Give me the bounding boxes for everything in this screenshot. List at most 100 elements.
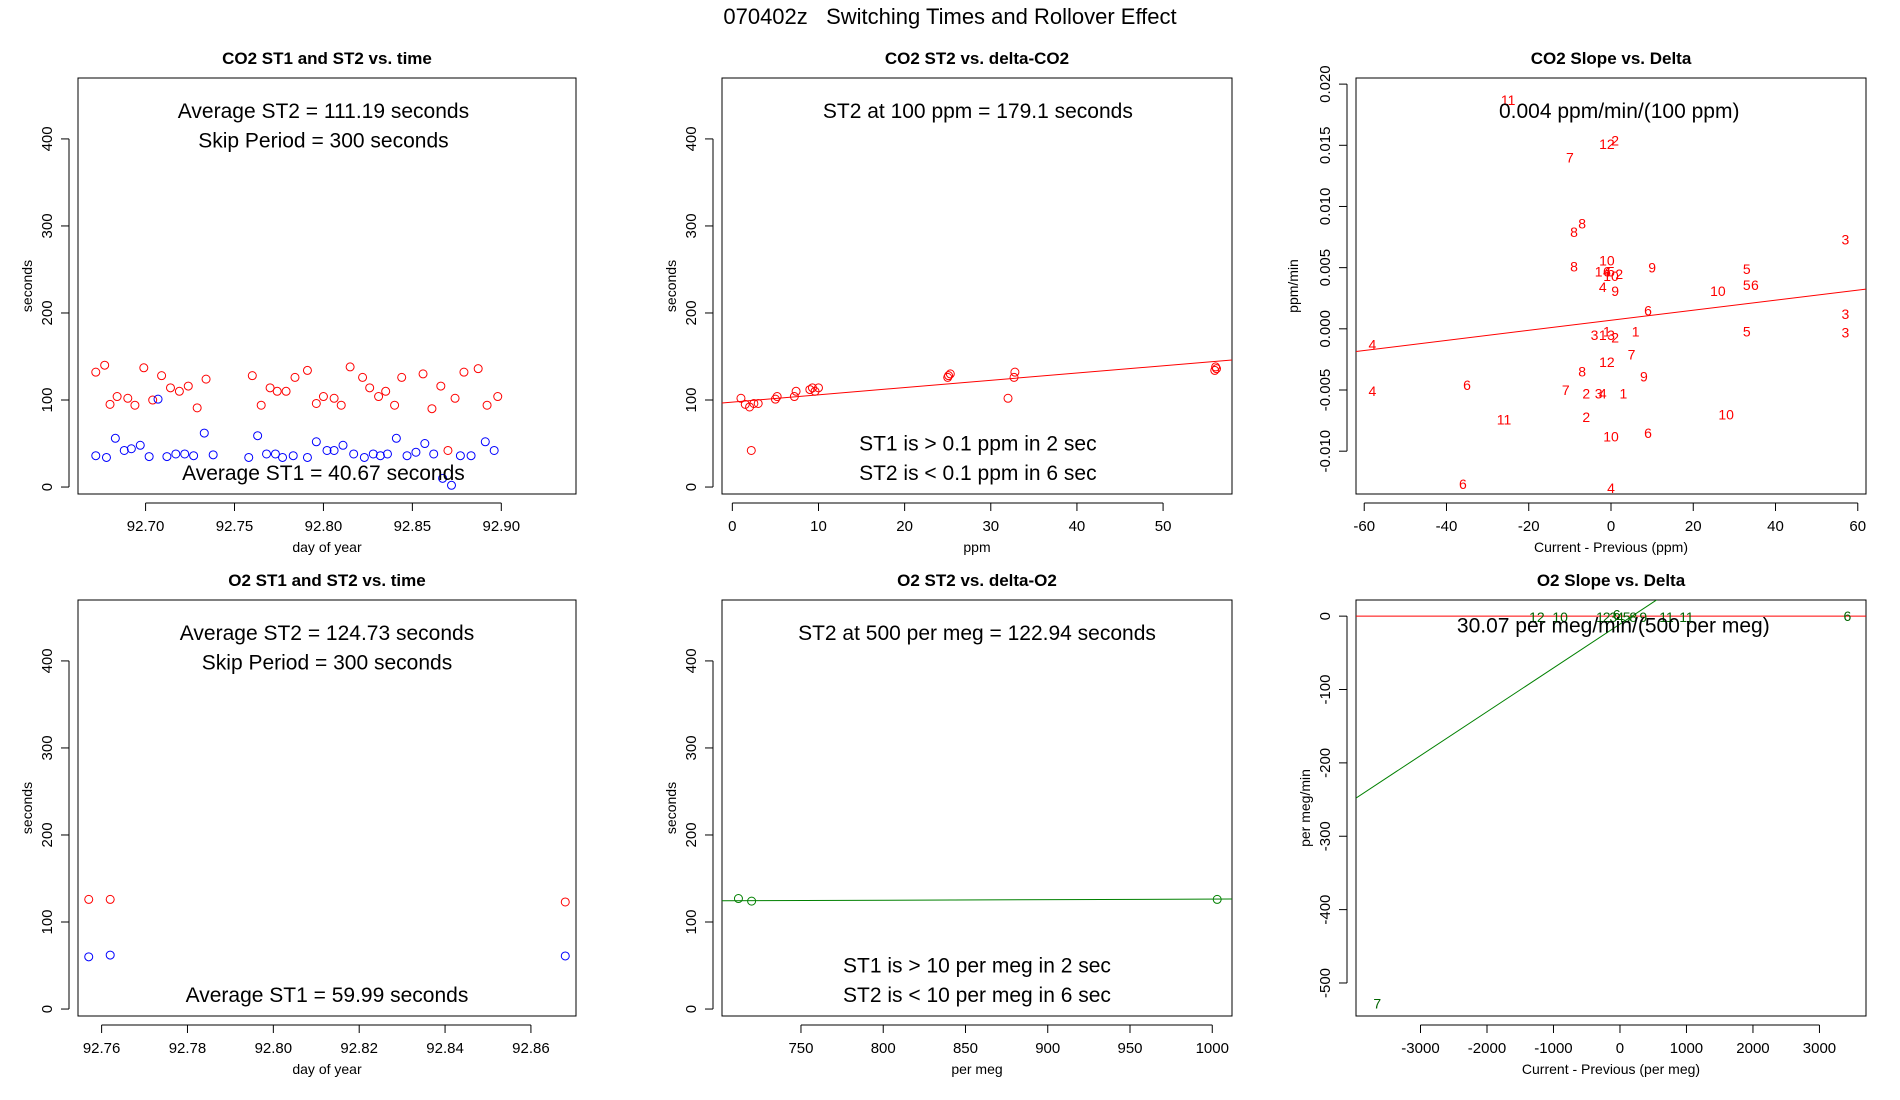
data-point — [318, 392, 328, 402]
data-point — [740, 399, 750, 409]
annotation: Average ST1 = 40.67 seconds — [182, 462, 465, 485]
y-tick-label: -0.010 — [1317, 430, 1334, 473]
annotation: Average ST1 = 59.99 seconds — [186, 984, 469, 1007]
data-label-point: 5 — [1743, 277, 1751, 293]
plot-area — [84, 894, 570, 962]
series-st1 — [84, 950, 570, 962]
data-label-point: 11 — [1679, 609, 1694, 625]
data-point — [375, 451, 385, 461]
data-point — [368, 449, 378, 459]
data-point — [1211, 364, 1221, 374]
data-point — [349, 449, 359, 459]
data-label-point: 3 — [1842, 324, 1850, 340]
x-axis: -60 -40 -20 0 20 40 60 Current - Previous (ppm) — [1353, 502, 1866, 555]
data-point — [139, 363, 149, 373]
x-tick-label: 40 — [1069, 518, 1086, 535]
data-label-point: 6 — [1644, 425, 1652, 441]
y-tick-label: 200 — [683, 822, 700, 847]
data-point — [162, 452, 172, 462]
data-point — [265, 383, 275, 393]
data-label-point: 11 — [1659, 609, 1674, 625]
plot-area — [722, 359, 1232, 455]
data-label-point: 8 — [1570, 258, 1578, 274]
data-point — [365, 383, 375, 393]
data-point — [101, 452, 111, 462]
data-label-point: 10 — [1599, 252, 1615, 268]
annotation: ST1 is > 10 per meg in 2 sec — [843, 955, 1111, 978]
annotation: Skip Period = 300 seconds — [198, 130, 448, 153]
x-tick-label: 92.80 — [305, 518, 343, 535]
fit-line — [722, 359, 1232, 404]
y-tick-label: 0.000 — [1317, 310, 1334, 348]
data-label-point: 8 — [1578, 216, 1586, 232]
data-point — [443, 445, 453, 455]
data-label-point: 3 — [1607, 327, 1615, 343]
x-axis-label: per meg — [951, 1061, 1002, 1077]
data-label-point: 4 — [1616, 609, 1624, 625]
data-point — [189, 451, 199, 461]
y-tick-label: 300 — [39, 735, 56, 760]
data-label-point: 12 — [1599, 354, 1615, 370]
data-point — [262, 449, 272, 459]
chart-title: O2 ST1 and ST2 vs. time — [228, 571, 425, 590]
x-tick-label: 92.76 — [83, 1040, 121, 1057]
x-tick-label: 20 — [1685, 518, 1702, 535]
data-point — [447, 480, 456, 490]
data-label-point: 6 — [1843, 608, 1851, 624]
data-point — [480, 437, 490, 447]
y-tick-label: 0 — [683, 1005, 700, 1013]
y-tick-label: 100 — [683, 909, 700, 934]
data-point — [747, 896, 757, 906]
data-point — [153, 394, 163, 404]
data-point — [91, 451, 101, 461]
y-tick-label: 0 — [1317, 612, 1334, 620]
data-point — [105, 894, 115, 904]
data-point — [322, 445, 332, 455]
data-point — [311, 398, 321, 408]
data-point — [130, 400, 140, 410]
x-tick-label: 3000 — [1803, 1040, 1836, 1057]
x-tick-label: 750 — [788, 1040, 813, 1057]
x-tick-label: 40 — [1767, 518, 1784, 535]
data-point — [165, 383, 175, 393]
y-tick-label: 100 — [39, 387, 56, 412]
data-label-point: 1 — [1595, 263, 1603, 279]
data-point — [180, 449, 190, 459]
x-tick-label: 92.84 — [426, 1040, 464, 1057]
annotation: 0.004 ppm/min/(100 ppm) — [1499, 100, 1739, 123]
data-label-point: 8 — [1578, 364, 1586, 380]
series-st2 — [84, 894, 570, 907]
data-label-point: 12 — [1599, 136, 1615, 152]
data-label-point: 4 — [1369, 383, 1377, 399]
y-tick-label: 400 — [39, 126, 56, 151]
data-point — [381, 386, 391, 396]
x-tick-label: 0 — [1616, 1040, 1624, 1057]
fit-line — [722, 898, 1232, 902]
data-point — [244, 452, 254, 462]
x-tick-label: 2000 — [1736, 1040, 1769, 1057]
data-point — [391, 433, 401, 443]
y-tick-label: 0.010 — [1317, 188, 1334, 226]
plot-frame — [77, 599, 577, 1017]
data-label-point: 9 — [1648, 260, 1656, 276]
y-tick-label: -100 — [1317, 674, 1334, 704]
data-label-point: 2 — [1582, 409, 1590, 425]
data-point — [791, 386, 801, 396]
data-point — [411, 447, 421, 457]
data-point — [402, 451, 412, 461]
y-axis: -500 -400 -300 -200 -100 0 per meg/min — [1297, 612, 1348, 998]
y-tick-label: 0 — [39, 1005, 56, 1013]
series-st2 — [733, 894, 1222, 906]
data-label-point: 3 — [1609, 609, 1617, 625]
x-tick-label: 1000 — [1670, 1040, 1703, 1057]
x-axis: -3000 -2000 -1000 0 1000 2000 3000 Current - Pr… — [1401, 1024, 1836, 1077]
data-point — [199, 428, 209, 438]
y-tick-label: 300 — [683, 213, 700, 238]
x-tick-label: 10 — [810, 518, 827, 535]
data-label-point: 5 — [1607, 263, 1615, 279]
x-tick-label: -3000 — [1401, 1040, 1439, 1057]
data-label-point: 2 — [1603, 609, 1611, 625]
data-label-point: 10 — [1603, 268, 1619, 284]
